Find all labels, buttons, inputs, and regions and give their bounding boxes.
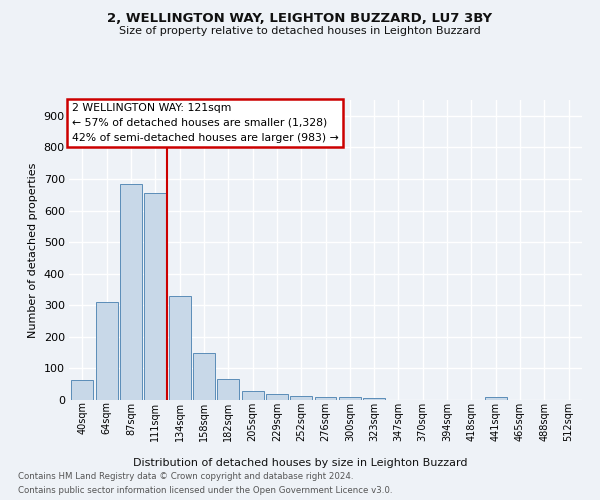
Bar (485, 398, 506, 400)
Bar (339, 398, 361, 400)
Bar (71, 380, 94, 400)
Bar (266, 394, 288, 400)
Bar (193, 352, 215, 400)
Bar (242, 390, 263, 400)
Text: Size of property relative to detached houses in Leighton Buzzard: Size of property relative to detached ho… (119, 26, 481, 36)
Bar (290, 396, 312, 400)
Text: Distribution of detached houses by size in Leighton Buzzard: Distribution of detached houses by size … (133, 458, 467, 468)
Bar (363, 398, 385, 400)
Text: 2, WELLINGTON WAY, LEIGHTON BUZZARD, LU7 3BY: 2, WELLINGTON WAY, LEIGHTON BUZZARD, LU7… (107, 12, 493, 26)
Text: Contains public sector information licensed under the Open Government Licence v3: Contains public sector information licen… (18, 486, 392, 495)
Text: Contains HM Land Registry data © Crown copyright and database right 2024.: Contains HM Land Registry data © Crown c… (18, 472, 353, 481)
Text: 2 WELLINGTON WAY: 121sqm
← 57% of detached houses are smaller (1,328)
42% of sem: 2 WELLINGTON WAY: 121sqm ← 57% of detach… (71, 103, 338, 142)
Bar (169, 296, 191, 400)
Y-axis label: Number of detached properties: Number of detached properties (28, 162, 38, 338)
Bar (217, 380, 239, 400)
Bar (120, 184, 142, 400)
Bar (96, 302, 118, 400)
Bar (314, 397, 337, 400)
Bar (145, 193, 166, 400)
